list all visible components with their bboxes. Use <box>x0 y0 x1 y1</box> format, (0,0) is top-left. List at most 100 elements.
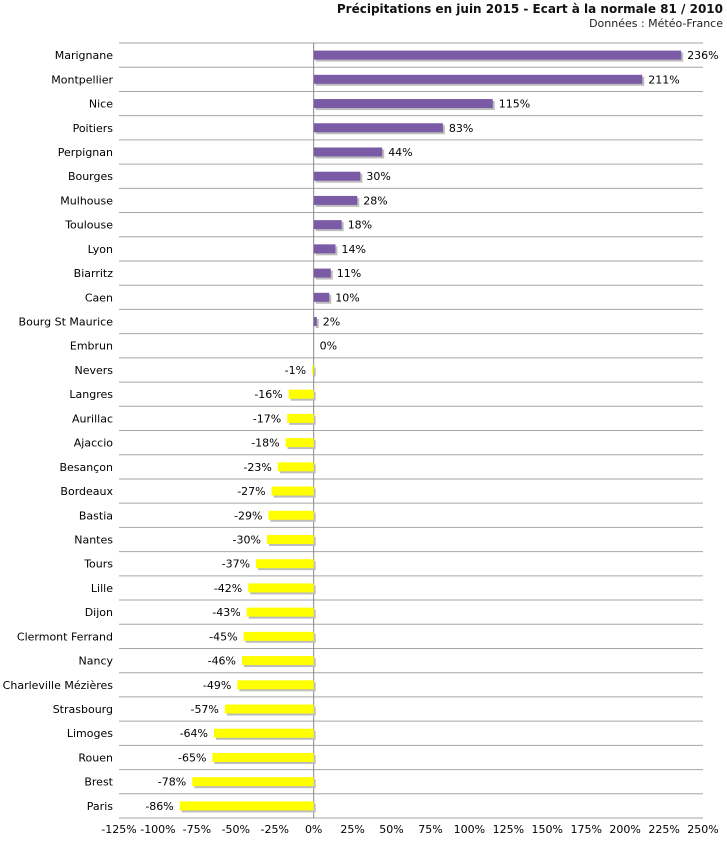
bar <box>266 534 314 544</box>
x-tick-label: 250% <box>687 823 718 836</box>
category-label: Clermont Ferrand <box>17 630 113 643</box>
category-label: Caen <box>85 291 113 304</box>
x-tick-label: 50% <box>379 823 403 836</box>
category-label: Biarritz <box>74 267 114 280</box>
bar <box>313 74 643 84</box>
data-label: 14% <box>341 243 365 256</box>
bar <box>313 292 330 302</box>
bar <box>224 704 314 714</box>
data-label: 0% <box>320 340 337 353</box>
x-tick-label: 175% <box>570 823 601 836</box>
bar <box>192 777 314 787</box>
data-label: 2% <box>323 316 340 329</box>
category-label: Rouen <box>78 751 113 764</box>
bar <box>313 220 342 230</box>
bar <box>313 268 331 278</box>
x-tick-label: -50% <box>222 823 250 836</box>
bar <box>242 656 314 666</box>
data-label: -1% <box>285 364 306 377</box>
category-label: Lyon <box>88 243 113 256</box>
bar <box>285 438 314 448</box>
category-label: Paris <box>87 800 113 813</box>
data-label: -42% <box>214 582 242 595</box>
bar <box>271 486 314 496</box>
data-label: 10% <box>335 291 359 304</box>
bar-shadow <box>315 319 319 329</box>
category-label: Dijon <box>85 606 113 619</box>
data-label: 44% <box>388 146 412 159</box>
data-label: -29% <box>234 509 262 522</box>
bar <box>313 171 361 181</box>
bar <box>237 680 314 690</box>
bar <box>246 607 314 617</box>
category-label: Nancy <box>79 655 114 668</box>
category-label: Aurillac <box>72 412 113 425</box>
category-label: Nevers <box>74 364 113 377</box>
bar <box>277 462 314 472</box>
bar <box>313 123 443 133</box>
bar <box>288 389 314 399</box>
data-label: -43% <box>212 606 240 619</box>
data-label: -30% <box>233 533 261 546</box>
data-label: -86% <box>145 800 173 813</box>
data-label: 236% <box>687 49 718 62</box>
bar <box>212 752 314 762</box>
data-label: -18% <box>251 437 279 450</box>
bar <box>243 631 314 641</box>
x-tick-label: 100% <box>454 823 485 836</box>
category-label: Lille <box>91 582 113 595</box>
data-label: -57% <box>190 703 218 716</box>
bar <box>313 244 336 254</box>
bar <box>313 99 493 109</box>
data-label: -65% <box>178 751 206 764</box>
bar <box>313 195 358 205</box>
data-label: -46% <box>208 655 236 668</box>
data-label: -23% <box>243 461 271 474</box>
category-label: Mulhouse <box>60 194 113 207</box>
category-label: Bourg St Maurice <box>19 316 114 329</box>
category-label: Nice <box>89 98 113 111</box>
chart-subtitle: Données : Météo-France <box>589 17 723 30</box>
category-label: Bordeaux <box>60 485 113 498</box>
data-label: -16% <box>254 388 282 401</box>
data-label: 11% <box>337 267 361 280</box>
bar <box>313 147 383 157</box>
bar <box>312 365 314 375</box>
category-label: Ajaccio <box>74 437 113 450</box>
x-tick-label: 225% <box>648 823 679 836</box>
category-label: Montpellier <box>51 73 113 86</box>
category-label: Tours <box>83 558 113 571</box>
data-label: 28% <box>363 194 387 207</box>
data-label: -17% <box>253 412 281 425</box>
data-label: 211% <box>648 73 679 86</box>
data-label: -49% <box>203 679 231 692</box>
category-label: Toulouse <box>64 219 113 232</box>
x-tick-label: -125% <box>101 823 136 836</box>
x-tick-label: 200% <box>609 823 640 836</box>
category-label: Strasbourg <box>53 703 113 716</box>
category-label: Langres <box>69 388 113 401</box>
data-label: -27% <box>237 485 265 498</box>
category-label: Charleville Mézières <box>3 679 114 692</box>
x-tick-label: -75% <box>183 823 211 836</box>
category-label: Perpignan <box>58 146 113 159</box>
category-label: Brest <box>84 776 113 789</box>
category-label: Limoges <box>67 727 113 740</box>
bar <box>213 728 314 738</box>
x-tick-label: 0% <box>305 823 322 836</box>
x-tick-label: -100% <box>140 823 175 836</box>
category-label: Poitiers <box>73 122 114 135</box>
category-label: Marignane <box>55 49 113 62</box>
bar <box>313 317 317 327</box>
chart-title: Précipitations en juin 2015 - Ecart à la… <box>336 2 723 16</box>
data-label: 18% <box>348 219 372 232</box>
category-label: Besançon <box>59 461 113 474</box>
x-tick-label: 75% <box>418 823 442 836</box>
bar <box>256 559 314 569</box>
data-label: -37% <box>222 558 250 571</box>
data-label: -64% <box>180 727 208 740</box>
category-label: Bourges <box>68 170 113 183</box>
x-tick-label: 125% <box>493 823 524 836</box>
bar <box>179 801 314 811</box>
